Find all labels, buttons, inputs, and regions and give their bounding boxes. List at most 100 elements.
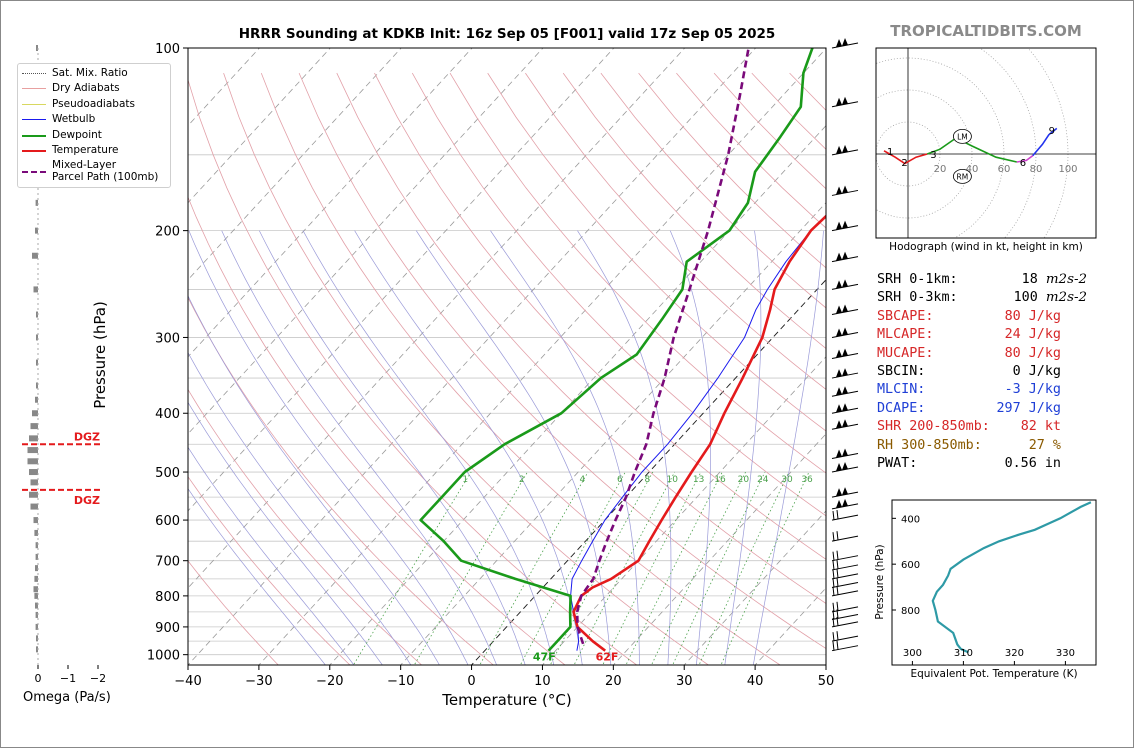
wind-barb xyxy=(831,573,859,580)
wind-barb-flag xyxy=(842,38,848,46)
wind-barb xyxy=(831,555,859,562)
wind-barb-tick xyxy=(832,511,835,521)
parcel-path-line xyxy=(575,48,750,645)
theta-x-tick-label: 310 xyxy=(954,648,973,659)
omega-bar xyxy=(27,447,38,454)
hodograph-ring-label: 20 xyxy=(934,164,947,175)
omega-axis-label: Omega (Pa/s) xyxy=(23,690,111,705)
wind-barb-tick xyxy=(832,569,835,579)
y-tick-label: 200 xyxy=(155,225,180,240)
wind-barb-flag xyxy=(842,368,848,377)
surface-temperature-label: 62F xyxy=(596,651,619,664)
temperature-line xyxy=(572,214,826,652)
theta-x-tick-label: 320 xyxy=(1005,648,1024,659)
wind-barb-tick xyxy=(832,617,835,627)
legend-entry: Wetbulb xyxy=(52,113,96,125)
wind-barb-tick xyxy=(836,601,839,611)
mixing-ratio-line xyxy=(352,471,472,665)
moist-adiabat xyxy=(188,351,412,665)
index-value: 82 kt xyxy=(1020,419,1061,435)
omega-bar xyxy=(33,517,38,524)
wind-barb-tick xyxy=(836,577,839,587)
mixing-ratio-label: 20 xyxy=(738,475,750,485)
mixing-ratio-label: 4 xyxy=(579,475,585,485)
dry-adiabat xyxy=(188,196,566,665)
omega-bar xyxy=(35,565,38,572)
chart-title: HRRR Sounding at KDKB Init: 16z Sep 05 [… xyxy=(238,26,776,42)
omega-bar xyxy=(30,503,38,510)
dry-adiabat xyxy=(374,72,826,560)
wind-barb-flag xyxy=(836,369,842,378)
mixing-ratio-line xyxy=(625,471,723,665)
y-tick-label: 600 xyxy=(155,514,180,529)
wind-barb-flag xyxy=(842,462,848,471)
omega-bar xyxy=(27,458,38,465)
wind-barb-flag xyxy=(836,221,842,230)
index-row: MLCAPE: 24 J/kg xyxy=(877,326,1097,344)
isotherm xyxy=(683,510,826,665)
isotherm-zero xyxy=(470,279,826,665)
mixing-ratio-line xyxy=(413,471,528,665)
moist-adiabat xyxy=(490,230,640,665)
legend-swatch-temperature xyxy=(22,150,46,152)
mixing-ratio-label: 16 xyxy=(714,475,726,485)
omega-bar xyxy=(35,396,38,403)
wind-barb-flag xyxy=(836,420,842,429)
legend-swatch-dewpoint xyxy=(22,135,46,137)
index-row: RH 300-850mb: 27 % xyxy=(877,437,1097,455)
wind-barb-flag xyxy=(836,145,842,154)
moist-adiabat xyxy=(188,295,440,665)
moist-adiabat xyxy=(354,230,583,665)
mixing-ratio-label: 2 xyxy=(519,475,525,485)
moist-adiabat xyxy=(188,488,326,665)
omega-bar xyxy=(34,575,38,582)
wind-barb-flag xyxy=(842,279,848,288)
wind-barb-flag xyxy=(836,349,842,358)
index-label: DCAPE: xyxy=(877,400,926,416)
wind-barb-flag xyxy=(842,386,848,395)
index-value: 297 J/kg xyxy=(996,400,1062,416)
dry-adiabat xyxy=(260,72,781,665)
dry-adiabat xyxy=(188,388,423,665)
x-tick-label: −40 xyxy=(174,674,201,689)
mixing-ratio-label: 13 xyxy=(693,475,704,485)
index-number: 18 xyxy=(1021,272,1046,287)
y-tick-label: 900 xyxy=(155,621,180,636)
index-row: SRH 0-1km: 18 m2s-2 xyxy=(877,271,1097,289)
y-tick-label: 400 xyxy=(155,407,180,422)
wind-barb xyxy=(831,613,859,620)
legend: Sat. Mix. Ratio Dry Adiabats Pseudoadiab… xyxy=(17,63,171,188)
theta-y-tick-label: 600 xyxy=(901,560,920,571)
omega-tick-label: −1 xyxy=(60,672,76,685)
brand-watermark: TROPICALTIDBITS.COM xyxy=(890,22,1082,40)
legend-swatch-dry xyxy=(22,88,46,89)
index-label: SHR 200-850mb: xyxy=(877,419,990,435)
dry-adiabat xyxy=(600,72,826,309)
x-tick-label: −10 xyxy=(387,674,414,689)
hodograph-height-label: 1 xyxy=(887,147,893,158)
wind-barb-tick xyxy=(836,631,839,641)
index-label: MLCAPE: xyxy=(877,327,934,343)
dry-adiabat xyxy=(188,475,351,665)
index-label: MUCAPE: xyxy=(877,345,934,361)
mixing-ratio-line xyxy=(519,471,626,665)
omega-bar xyxy=(35,623,38,630)
wind-barb-flag xyxy=(842,498,848,507)
omega-bar xyxy=(35,553,38,560)
theta-area xyxy=(931,501,1092,654)
index-value: 100 m2s-2 xyxy=(1014,289,1087,307)
wind-barb-flag xyxy=(842,448,848,457)
hodograph-height-label: 9 xyxy=(1049,126,1055,137)
mixing-ratio-label: 1 xyxy=(462,475,468,485)
mixing-ratio-label: 8 xyxy=(645,475,651,485)
wind-barb-tick xyxy=(836,550,839,560)
wind-barb-tick xyxy=(832,610,835,620)
wind-barb-tick xyxy=(832,602,835,612)
omega-bar xyxy=(36,635,38,642)
wind-barb-flag xyxy=(842,144,848,153)
dry-adiabat xyxy=(411,72,826,517)
omega-bar xyxy=(32,252,38,259)
index-row: DCAPE: 297 J/kg xyxy=(877,400,1097,418)
omega-bar xyxy=(29,435,38,442)
